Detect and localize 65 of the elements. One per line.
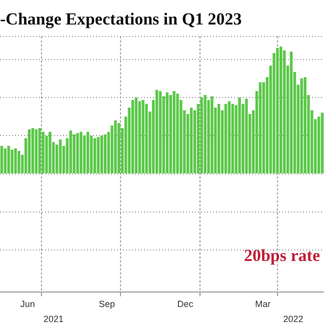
x-tick-label: Sep bbox=[98, 299, 115, 310]
bar bbox=[104, 134, 107, 174]
bar bbox=[145, 104, 148, 174]
bar bbox=[72, 134, 76, 174]
x-tick-label: Jun bbox=[20, 299, 35, 310]
bar bbox=[282, 50, 286, 174]
bar bbox=[276, 48, 279, 174]
bar bbox=[38, 128, 42, 174]
bar bbox=[76, 133, 79, 174]
bar bbox=[169, 94, 172, 174]
bar bbox=[134, 97, 138, 174]
bar bbox=[114, 120, 117, 174]
bar bbox=[158, 91, 162, 174]
text: 2022 bbox=[283, 314, 304, 324]
bar bbox=[80, 132, 82, 174]
bar bbox=[93, 138, 96, 174]
bar bbox=[42, 132, 44, 174]
bar bbox=[217, 104, 220, 174]
bar bbox=[18, 150, 20, 174]
bar bbox=[96, 136, 100, 174]
bar bbox=[45, 136, 48, 174]
bar bbox=[69, 130, 72, 174]
bar bbox=[131, 100, 134, 174]
bar bbox=[48, 132, 52, 174]
bar bbox=[28, 129, 31, 174]
bar bbox=[320, 112, 324, 174]
bar bbox=[238, 97, 241, 174]
text: 2021 bbox=[43, 314, 64, 324]
bar bbox=[142, 100, 144, 174]
bar bbox=[280, 46, 282, 174]
bar bbox=[100, 136, 104, 174]
bar bbox=[31, 128, 34, 174]
bar bbox=[10, 150, 14, 174]
bar bbox=[224, 104, 228, 174]
bar bbox=[172, 91, 176, 174]
bar bbox=[228, 101, 231, 174]
bar bbox=[14, 148, 17, 174]
x-tick-label: Mar bbox=[255, 299, 271, 310]
bar bbox=[190, 108, 193, 174]
bar bbox=[176, 94, 179, 174]
bar bbox=[118, 122, 120, 174]
text: 20bps rate bbox=[244, 246, 320, 265]
bar bbox=[210, 96, 214, 174]
bar bbox=[4, 148, 7, 174]
bar bbox=[204, 94, 206, 174]
bar bbox=[155, 90, 158, 174]
x-tick-label: Dec bbox=[177, 299, 194, 310]
bar bbox=[166, 92, 169, 174]
bar bbox=[0, 146, 4, 174]
bar bbox=[200, 97, 204, 174]
bar bbox=[83, 136, 86, 174]
bar bbox=[304, 77, 306, 174]
bar bbox=[58, 139, 62, 174]
bar bbox=[290, 52, 293, 174]
bar bbox=[90, 136, 93, 174]
bar bbox=[258, 82, 262, 174]
bar bbox=[138, 101, 141, 174]
bar bbox=[300, 78, 303, 174]
bar bbox=[317, 116, 320, 174]
bar bbox=[86, 132, 90, 174]
bar bbox=[34, 129, 38, 174]
bar bbox=[245, 98, 248, 174]
bar bbox=[7, 146, 10, 174]
bar bbox=[231, 104, 234, 174]
chart-title: -Change Expectations in Q1 2023 bbox=[0, 10, 242, 29]
